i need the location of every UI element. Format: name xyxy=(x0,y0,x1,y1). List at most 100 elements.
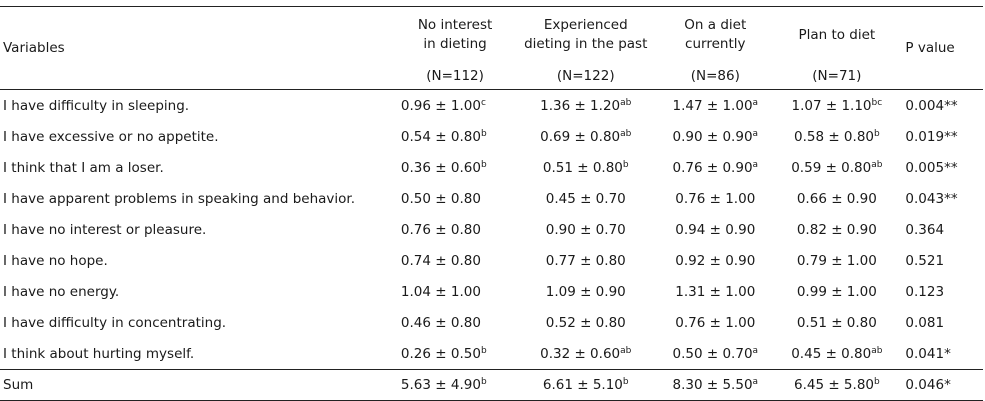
value-no-interest: 1.04 ± 1.00 xyxy=(400,283,481,300)
value-plan-to-diet-cell: 0.58 ± 0.80b xyxy=(775,121,898,152)
row-label-cell: I have apparent problems in speaking and… xyxy=(0,183,391,214)
value-on-diet: 1.47 ± 1.00 xyxy=(672,97,753,114)
value-experienced: 1.09 ± 0.90 xyxy=(545,283,626,300)
value-no-interest-cell: 0.96 ± 1.00c xyxy=(391,90,516,122)
value-plan-to-diet: 0.58 ± 0.80 xyxy=(793,128,874,145)
row-label-cell: I have difficulty in concentrating. xyxy=(0,307,391,338)
value-experienced-cell: 0.45 ± 0.70 xyxy=(516,183,655,214)
value-on-diet: 1.31 ± 1.00 xyxy=(675,283,756,300)
value-no-interest: 0.76 ± 0.80 xyxy=(400,221,481,238)
value-no-interest: 0.74 ± 0.80 xyxy=(400,252,481,269)
row-label-cell: I have no energy. xyxy=(0,276,391,307)
value-plan-to-diet: 0.79 ± 1.00 xyxy=(796,252,877,269)
value-plan-to-diet-cell: 0.79 ± 1.00 xyxy=(775,245,898,276)
p-value: 0.019** xyxy=(905,128,958,145)
value-experienced: 0.45 ± 0.70 xyxy=(545,190,626,207)
significance-letters: c xyxy=(480,97,486,108)
value-experienced-cell: 0.90 ± 0.70 xyxy=(516,214,655,245)
table-row: I have difficulty in sleeping. 0.96 ± 1.0… xyxy=(0,90,983,122)
value-on-diet-cell: 0.76 ± 1.00 xyxy=(655,307,775,338)
header-on-diet: On a diet currently xyxy=(684,17,747,52)
value-plan-to-diet-cell: 0.51 ± 0.80 xyxy=(775,307,898,338)
p-value: 0.005** xyxy=(905,159,958,176)
p-value-cell: 0.005** xyxy=(898,152,983,183)
value-experienced: 0.90 ± 0.70 xyxy=(545,221,626,238)
value-plan-to-diet: 0.51 ± 0.80 xyxy=(796,314,877,331)
value-experienced-cell: 0.51 ± 0.80b xyxy=(516,152,655,183)
value-on-diet: 8.30 ± 5.50 xyxy=(672,377,753,393)
value-plan-to-diet-cell: 0.66 ± 0.90 xyxy=(775,183,898,214)
significance-letters: a xyxy=(752,97,759,108)
value-no-interest: 0.46 ± 0.80 xyxy=(400,314,481,331)
row-label-cell: I think about hurting myself. xyxy=(0,338,391,370)
significance-letters: b xyxy=(874,128,880,139)
p-value: 0.046* xyxy=(905,377,951,393)
value-experienced: 0.51 ± 0.80 xyxy=(542,159,623,176)
table-header: Variables No interest in dieting Experie… xyxy=(0,7,983,90)
table-row: I have excessive or no appetite. 0.54 ± 0… xyxy=(0,121,983,152)
row-label: I have no hope. xyxy=(3,252,108,269)
value-plan-to-diet-cell: 6.45 ± 5.80b xyxy=(775,369,899,401)
value-no-interest-cell: 0.76 ± 0.80 xyxy=(391,214,516,245)
header-n-experienced: (N=122) xyxy=(556,68,615,84)
value-plan-to-diet: 0.45 ± 0.80 xyxy=(791,345,872,362)
value-plan-to-diet: 6.45 ± 5.80 xyxy=(793,377,874,393)
value-on-diet: 0.76 ± 1.00 xyxy=(675,314,756,331)
value-on-diet-cell: 1.31 ± 1.00 xyxy=(655,276,775,307)
value-on-diet-cell: 0.90 ± 0.90a xyxy=(655,121,775,152)
results-table: Variables No interest in dieting Experie… xyxy=(0,6,983,401)
value-on-diet: 0.76 ± 1.00 xyxy=(675,190,756,207)
header-no-interest: No interest in dieting xyxy=(417,17,493,52)
significance-letters: a xyxy=(752,128,759,139)
p-value: 0.521 xyxy=(905,252,945,269)
value-plan-to-diet: 0.66 ± 0.90 xyxy=(796,190,877,207)
value-plan-to-diet-cell: 0.82 ± 0.90 xyxy=(775,214,898,245)
value-plan-to-diet: 0.99 ± 1.00 xyxy=(796,283,877,300)
p-value-cell: 0.004** xyxy=(898,90,983,122)
significance-letters: b xyxy=(480,377,487,387)
p-value-cell: 0.123 xyxy=(898,276,983,307)
row-label: I have excessive or no appetite. xyxy=(3,128,219,145)
p-value: 0.364 xyxy=(905,221,945,238)
row-label: I have no interest or pleasure. xyxy=(3,221,207,238)
row-label-cell: Sum xyxy=(0,369,391,401)
value-plan-to-diet: 0.82 ± 0.90 xyxy=(796,221,877,238)
value-on-diet-cell: 0.76 ± 0.90a xyxy=(655,152,775,183)
value-plan-to-diet: 0.59 ± 0.80 xyxy=(791,159,872,176)
significance-letters: b xyxy=(480,128,487,139)
significance-letters: b xyxy=(480,159,487,170)
p-value-cell: 0.081 xyxy=(898,307,983,338)
value-on-diet: 0.50 ± 0.70 xyxy=(672,345,753,362)
row-label-cell: I have no interest or pleasure. xyxy=(0,214,391,245)
row-label: I have difficulty in sleeping. xyxy=(3,97,190,114)
value-experienced: 0.32 ± 0.60 xyxy=(540,345,621,362)
p-value-cell: 0.046* xyxy=(898,369,983,401)
value-plan-to-diet: 1.07 ± 1.10 xyxy=(791,97,872,114)
value-experienced: 0.69 ± 0.80 xyxy=(540,128,621,145)
table-row: I have apparent problems in speaking and… xyxy=(0,183,983,214)
value-on-diet-cell: 8.30 ± 5.50a xyxy=(655,369,776,401)
significance-letters: b xyxy=(480,345,487,356)
table-row: I have no interest or pleasure. 0.76 ± 0.… xyxy=(0,214,983,245)
value-experienced-cell: 1.36 ± 1.20ab xyxy=(516,90,655,122)
header-plan-to-diet: Plan to diet xyxy=(798,26,876,43)
p-value: 0.043** xyxy=(905,190,958,207)
value-on-diet: 0.94 ± 0.90 xyxy=(675,221,756,238)
table-row: I have difficulty in concentrating. 0.46 … xyxy=(0,307,983,338)
sum-row: Sum 5.63 ± 4.90b 6.61 ± 5.10b 8.30 ± 5.50a 6… xyxy=(0,369,983,401)
value-experienced: 6.61 ± 5.10 xyxy=(542,377,623,393)
significance-letters: ab xyxy=(620,97,632,108)
value-experienced-cell: 0.77 ± 0.80 xyxy=(516,245,655,276)
row-label: Sum xyxy=(3,377,34,393)
value-no-interest: 0.96 ± 1.00 xyxy=(400,97,481,114)
value-on-diet-cell: 1.47 ± 1.00a xyxy=(655,90,775,122)
value-plan-to-diet-cell: 1.07 ± 1.10bc xyxy=(775,90,898,122)
value-plan-to-diet-cell: 0.99 ± 1.00 xyxy=(775,276,898,307)
significance-letters: ab xyxy=(620,345,632,356)
value-experienced-cell: 1.09 ± 0.90 xyxy=(516,276,655,307)
header-n-plan-to-diet: (N=71) xyxy=(812,68,862,84)
value-on-diet-cell: 0.76 ± 1.00 xyxy=(655,183,775,214)
value-experienced: 1.36 ± 1.20 xyxy=(540,97,621,114)
value-on-diet: 0.92 ± 0.90 xyxy=(675,252,756,269)
row-label-cell: I have difficulty in sleeping. xyxy=(0,90,391,122)
